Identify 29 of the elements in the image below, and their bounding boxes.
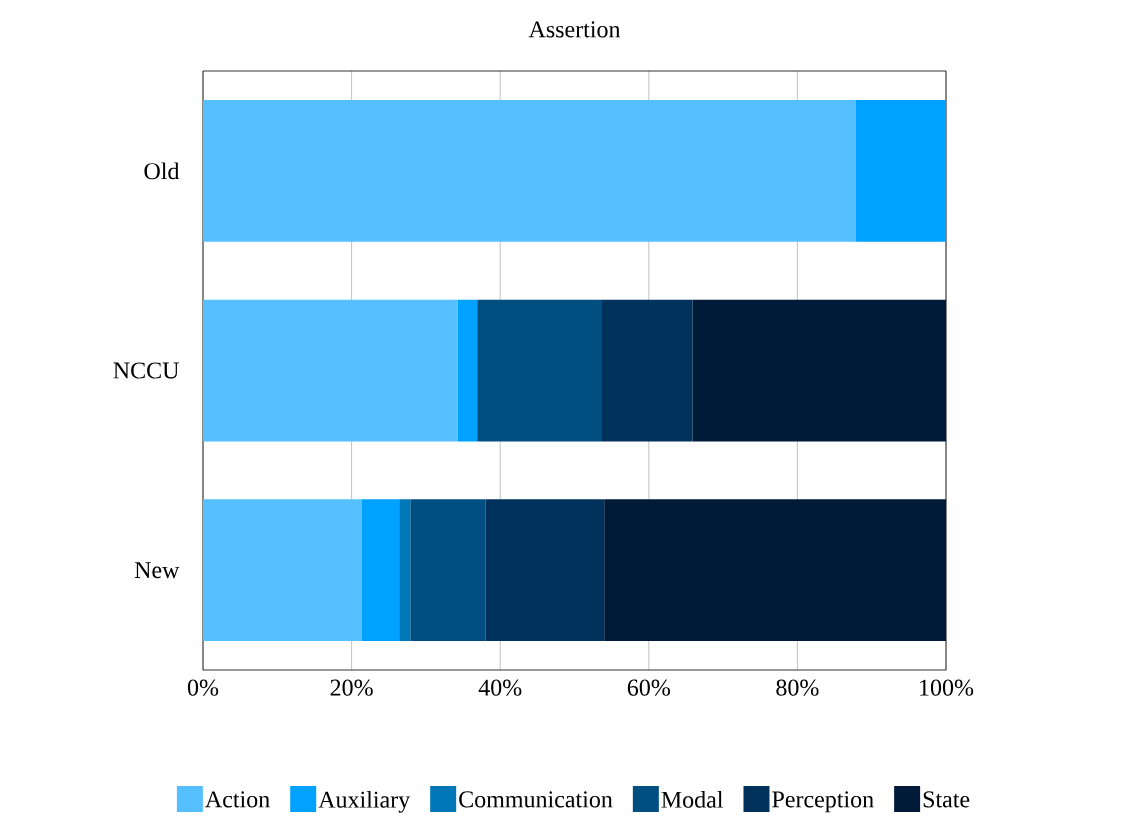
legend-label: Modal (661, 790, 724, 808)
bar (203, 499, 362, 642)
y-tick-label: Old (144, 162, 180, 180)
bar (203, 99, 856, 242)
legend-label: Action (205, 791, 270, 808)
legend-label: Auxiliary (318, 790, 411, 813)
bar (399, 499, 411, 642)
bar (457, 299, 478, 442)
bar (855, 99, 947, 242)
x-tick-label: 80% (776, 679, 819, 696)
bar (410, 499, 486, 642)
bar (362, 499, 400, 642)
bar (485, 499, 605, 642)
x-tick-label: 60% (627, 679, 670, 696)
bar (602, 299, 693, 442)
bar (604, 499, 947, 642)
bar (692, 299, 947, 442)
x-tick-label: 100% (920, 679, 974, 696)
legend-label: Perception (772, 791, 874, 813)
bar (477, 299, 602, 442)
legend-label: Communication (459, 791, 613, 808)
legend-label: State (923, 791, 970, 808)
chart-title: Assertion (528, 21, 621, 38)
y-tick-label: NCCU (113, 362, 179, 379)
bar (203, 299, 458, 442)
y-tick-label: New (134, 562, 180, 579)
x-tick-label: 40% (478, 679, 522, 696)
x-tick-label: 0% (187, 679, 219, 696)
x-tick-label: 20% (330, 679, 373, 696)
